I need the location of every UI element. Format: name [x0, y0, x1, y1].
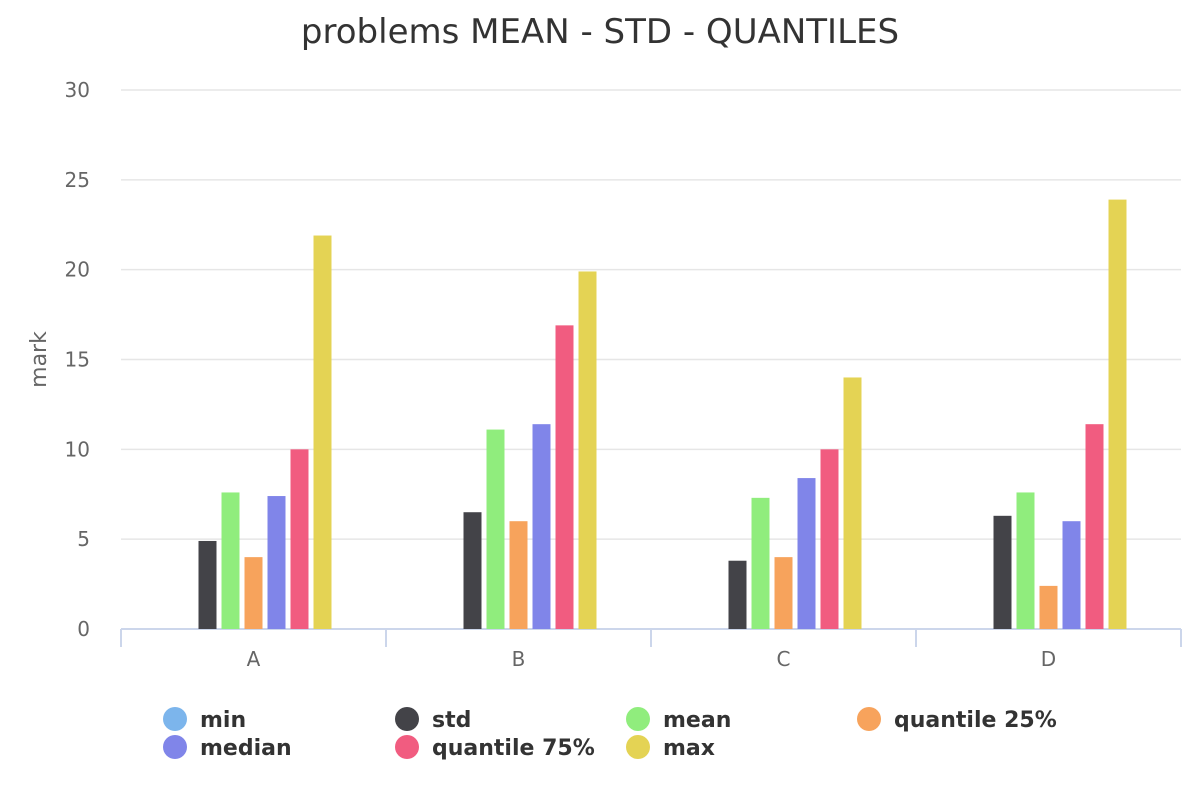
bar-median-c[interactable] — [797, 478, 816, 629]
bar-std-d[interactable] — [993, 515, 1012, 629]
chart-title: problems MEAN - STD - QUANTILES — [300, 12, 900, 52]
bar-quantile-75--a[interactable] — [290, 449, 309, 629]
legend-marker[interactable] — [163, 707, 187, 731]
x-tick-label: A — [247, 647, 261, 671]
bar-max-b[interactable] — [578, 271, 597, 629]
y-axis-title: mark — [27, 331, 52, 388]
legend-label[interactable]: min — [200, 708, 246, 733]
legend-label[interactable]: median — [200, 736, 292, 761]
bar-std-c[interactable] — [728, 560, 747, 629]
bar-quantile-75--d[interactable] — [1085, 424, 1104, 629]
bar-mean-b[interactable] — [486, 429, 505, 629]
legend-marker[interactable] — [395, 707, 419, 731]
x-tick-label: B — [512, 647, 526, 671]
bar-max-d[interactable] — [1108, 199, 1127, 629]
x-tick-label: D — [1041, 647, 1056, 671]
bar-max-c[interactable] — [843, 377, 862, 629]
bar-mean-c[interactable] — [751, 497, 770, 629]
legend-marker[interactable] — [163, 735, 187, 759]
bar-quantile-75--b[interactable] — [555, 325, 574, 629]
x-tick-label: C — [777, 647, 791, 671]
legend-marker[interactable] — [857, 707, 881, 731]
bar-median-d[interactable] — [1062, 521, 1081, 629]
bar-quantile-25--b[interactable] — [509, 521, 528, 629]
y-tick-label: 10 — [65, 437, 90, 461]
y-tick-label: 0 — [77, 617, 90, 641]
y-tick-label: 30 — [65, 78, 90, 102]
legend-label[interactable]: max — [663, 736, 715, 761]
legend-label[interactable]: std — [432, 708, 471, 733]
legend-label[interactable]: quantile 75% — [432, 736, 595, 761]
y-tick-label: 15 — [65, 348, 90, 372]
y-tick-label: 20 — [65, 258, 90, 282]
bar-median-a[interactable] — [267, 496, 286, 629]
bar-median-b[interactable] — [532, 424, 551, 629]
bar-std-b[interactable] — [463, 512, 482, 629]
y-tick-label: 25 — [65, 168, 90, 192]
bar-quantile-25--d[interactable] — [1039, 585, 1058, 629]
legend-label[interactable]: quantile 25% — [894, 708, 1057, 733]
bar-quantile-25--c[interactable] — [774, 557, 793, 629]
legend-marker[interactable] — [395, 735, 419, 759]
legend-marker[interactable] — [626, 735, 650, 759]
y-tick-label: 5 — [77, 527, 90, 551]
bar-quantile-25--a[interactable] — [244, 557, 263, 629]
bar-quantile-75--c[interactable] — [820, 449, 839, 629]
legend-marker[interactable] — [626, 707, 650, 731]
bar-max-a[interactable] — [313, 235, 332, 629]
bar-mean-d[interactable] — [1016, 492, 1035, 629]
legend-label[interactable]: mean — [663, 708, 731, 733]
bar-mean-a[interactable] — [221, 492, 240, 629]
bar-std-a[interactable] — [198, 540, 217, 629]
